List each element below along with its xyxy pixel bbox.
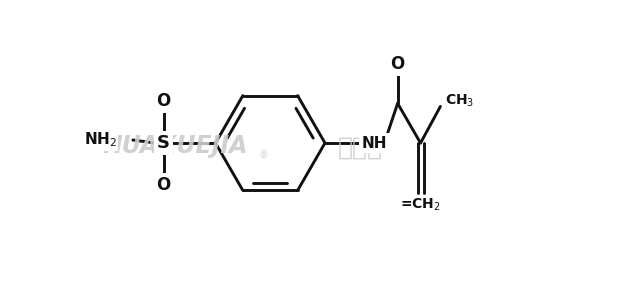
Text: HUAXUEJIA: HUAXUEJIA (103, 134, 249, 158)
Text: O: O (390, 55, 404, 72)
Text: 化学加: 化学加 (337, 136, 382, 160)
Text: CH$_3$: CH$_3$ (445, 92, 475, 108)
Text: O: O (157, 176, 171, 194)
Text: NH$_2$: NH$_2$ (84, 131, 117, 149)
Text: ®: ® (258, 150, 268, 160)
Text: =CH$_2$: =CH$_2$ (400, 197, 441, 213)
Text: O: O (157, 92, 171, 110)
Text: NH: NH (362, 136, 387, 150)
Text: S: S (157, 134, 170, 152)
